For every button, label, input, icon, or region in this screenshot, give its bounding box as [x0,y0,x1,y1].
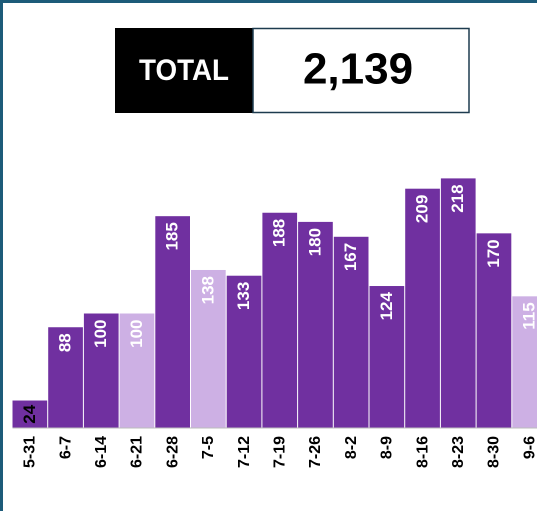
x-tick-label: 7-12 [236,436,253,468]
total-label: TOTAL [139,54,229,87]
total-value-box [252,27,470,114]
value-label: 124 [377,291,396,320]
bar [155,216,190,428]
x-tick-label: 5-31 [22,436,39,468]
value-label: 209 [413,195,432,223]
x-tick-label: 7-19 [271,436,288,468]
total-value: 2,139 [303,45,413,94]
bar [226,275,262,428]
x-tick-label: 7-26 [307,436,324,468]
total-label-box [115,28,253,113]
bar [12,400,48,428]
x-tick-label: 8-9 [379,436,396,459]
x-tick-label: 8-2 [343,436,360,459]
x-tick-label: 8-23 [450,436,467,468]
x-tick-label: 6-28 [164,436,181,468]
x-tick-label: 8-30 [486,436,503,468]
bar [333,236,369,428]
value-label: 115 [520,302,537,329]
value-label: 133 [234,282,253,310]
x-tick-label: 6-14 [93,436,110,468]
top-border [0,0,537,3]
bar [440,178,476,428]
bar [83,313,119,428]
x-tick-label: 6-21 [129,436,146,468]
x-tick-label: 9-6 [521,436,537,459]
value-label: 100 [127,320,146,348]
x-tick-label: 6-7 [57,436,74,459]
value-label: 170 [484,239,503,267]
bar [298,221,333,428]
value-label: 180 [305,228,324,256]
bar [512,296,537,428]
bar [48,327,83,428]
left-border [0,0,3,511]
value-label: 218 [448,184,467,212]
value-label: 167 [341,243,360,271]
bar [405,188,440,428]
bar [476,233,512,428]
x-tick-label: 7-5 [200,436,217,459]
value-label: 138 [198,276,217,304]
value-label: 188 [270,219,289,247]
bar [119,313,155,428]
bar [262,212,298,428]
value-label: 88 [56,333,75,352]
x-tick-label: 8-16 [414,436,431,468]
value-label: 185 [163,222,182,250]
value-label: 24 [20,404,39,423]
bar [191,269,226,428]
value-label: 100 [91,320,110,348]
bar [369,286,405,428]
